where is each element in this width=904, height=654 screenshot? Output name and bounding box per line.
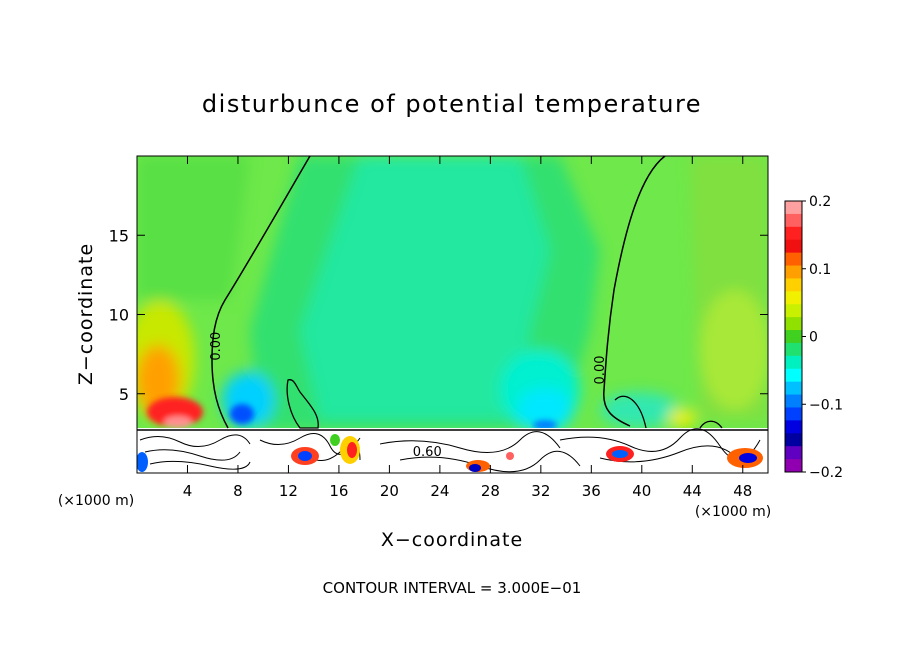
y-axis-label: Z−coordinate [75,243,97,385]
colorbar-level [785,291,802,305]
field-left-blue [230,404,254,424]
x-tick-label: 12 [279,482,298,500]
contour-label: 0.00 [593,355,608,384]
x-tick-label: 24 [430,482,449,500]
zero-contour-left [211,156,311,429]
y-tick-label: 10 [109,306,129,325]
colorbar-level [785,394,802,408]
zero-contour-right [603,156,666,427]
colorbar-level [785,304,802,318]
x-unit-left: (×1000 m) [58,493,134,509]
x-tick-label: 36 [582,482,601,500]
closed-contour-right [614,395,647,429]
x-tick-label: 28 [481,482,500,500]
colorbar-level [785,355,802,370]
colorbar-level [785,433,802,447]
colorbar-level [785,459,802,473]
colorbar-level [785,213,802,228]
closed-contour-left [286,379,319,429]
colorbar-tick-label: −0.1 [809,397,843,413]
colorbar-level [785,368,802,383]
lower-layer-color-blobs [137,434,763,472]
colorbar-level [785,381,802,396]
field-right-yellow [668,409,696,427]
colorbar-tick-label: 0.2 [809,194,831,210]
colorbar-level [785,330,802,344]
colorbar: 0.2 0.1 0 −0.1 −0.2 [784,194,843,481]
colorbar-tick-label: 0 [809,330,818,346]
colorbar-level [785,201,802,215]
chart-title: disturbunce of potential temperature [202,90,702,118]
x-axis: 4 8 12 16 20 24 28 32 36 40 44 48 [183,156,752,500]
colorbar-level [785,278,802,292]
x-axis-label: X−coordinate [381,529,523,551]
field-left-upper [137,156,250,300]
contour-label: 0.00 [209,332,224,361]
field-right-warm [700,290,768,410]
heatmap-field [137,156,768,473]
y-tick-label: 5 [119,385,129,404]
contour-interval-footer: CONTOUR INTERVAL = 3.000E−01 [323,579,582,597]
y-axis: 5 10 15 [109,226,768,404]
x-tick-label: 4 [183,482,193,500]
colorbar-level [785,446,802,460]
colorbar-level [785,226,802,241]
contour-labels: 0.00 0.00 0.60 [209,332,608,460]
colorbar-tick-label: −0.2 [809,465,843,481]
colorbar-level [785,342,802,357]
colorbar-level [785,239,802,254]
field-band-inner [300,156,550,420]
x-tick-label: 16 [329,482,348,500]
y-tick-label: 15 [109,226,129,245]
colorbar-level [785,420,802,434]
field-center-blue [533,420,557,430]
contour-label: 0.60 [413,445,442,460]
lower-layer [137,428,768,473]
x-tick-label: 20 [380,482,399,500]
field-left-pink [164,416,192,428]
field-center-cold [517,388,573,432]
closed-contour-far-right [699,420,723,429]
x-unit-right: (×1000 m) [695,504,771,520]
colorbar-level [785,252,802,267]
colorbar-level [785,407,802,421]
colorbar-level [785,265,802,279]
x-tick-label: 8 [233,482,243,500]
x-tick-label: 44 [683,482,702,500]
x-tick-label: 40 [632,482,651,500]
colorbar-level [785,317,802,331]
colorbar-tick-label: 0.1 [809,262,831,278]
x-tick-label: 32 [531,482,550,500]
x-tick-label: 48 [733,482,752,500]
